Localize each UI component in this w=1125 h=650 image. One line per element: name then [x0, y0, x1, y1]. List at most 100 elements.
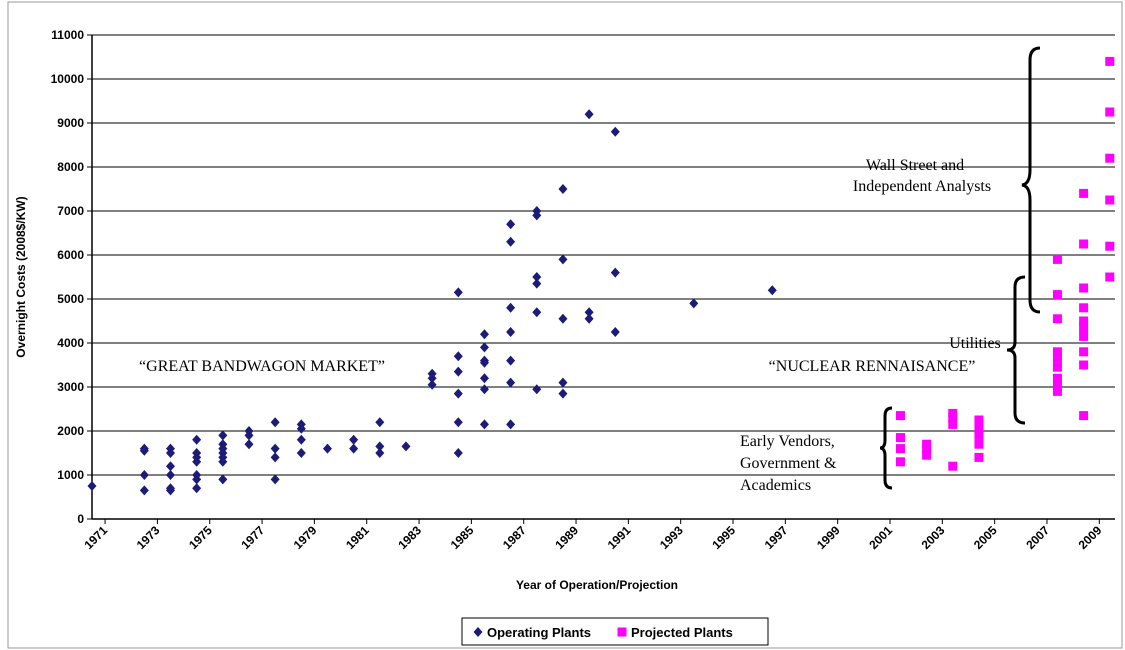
point	[192, 434, 202, 445]
brace	[879, 406, 893, 490]
point	[479, 384, 489, 395]
annotation: Wall Street and	[866, 157, 964, 174]
point	[244, 439, 254, 450]
point	[270, 474, 280, 485]
point	[1105, 241, 1115, 251]
point	[270, 417, 280, 428]
annotation: “NUCLEAR RENNAISANCE”	[769, 358, 976, 375]
point	[895, 444, 905, 454]
point	[922, 450, 932, 460]
point	[689, 298, 699, 309]
point	[87, 481, 97, 491]
point	[165, 470, 175, 480]
point	[296, 434, 306, 445]
point	[1052, 386, 1062, 396]
point	[948, 461, 958, 471]
point	[922, 444, 932, 454]
legend-marker	[473, 627, 483, 637]
point	[558, 254, 568, 265]
y-tick-label: 1000	[57, 468, 84, 482]
x-tick-label: 1985	[448, 523, 477, 552]
annotation: “GREAT BANDWAGON MARKET”	[139, 358, 385, 375]
point	[1105, 195, 1115, 205]
point	[1052, 373, 1062, 383]
point	[192, 456, 202, 467]
y-tick-label: 11000	[51, 28, 84, 42]
point	[453, 448, 463, 458]
point	[506, 236, 516, 247]
legend-label: Projected Plants	[631, 625, 733, 640]
y-tick-label: 2000	[57, 424, 84, 438]
point	[974, 430, 984, 440]
x-tick-label: 1981	[343, 523, 372, 552]
point	[244, 430, 254, 441]
point	[427, 379, 437, 390]
point	[479, 373, 489, 384]
y-tick-label: 0	[77, 512, 84, 526]
point	[1052, 254, 1062, 264]
point	[506, 355, 516, 366]
legend-marker	[617, 627, 627, 637]
y-tick-label: 4000	[57, 336, 84, 350]
point	[895, 433, 905, 443]
point	[401, 441, 411, 452]
point	[218, 456, 228, 467]
point	[974, 439, 984, 449]
point	[139, 470, 149, 480]
annotation: Early Vendors,	[740, 433, 835, 450]
point	[610, 126, 620, 137]
point	[506, 377, 516, 388]
point	[349, 434, 359, 445]
point	[1052, 347, 1062, 357]
point	[584, 307, 594, 318]
annotation: Academics	[740, 477, 811, 494]
point	[479, 357, 489, 368]
point	[558, 313, 568, 324]
annotation: Government &	[740, 455, 837, 472]
x-tick-label: 2005	[971, 523, 1000, 552]
point	[453, 366, 463, 377]
point	[139, 443, 149, 454]
x-tick-label: 1983	[395, 523, 424, 552]
y-tick-label: 9000	[57, 116, 84, 130]
x-tick-label: 1977	[238, 523, 267, 552]
point	[1052, 353, 1062, 363]
y-axis-title: Overnight Costs (2008$/KW)	[14, 196, 28, 357]
point	[375, 417, 385, 428]
point	[1105, 272, 1115, 282]
annotation: Utilities	[949, 335, 1001, 352]
point	[1079, 331, 1089, 341]
x-tick-label: 2009	[1076, 523, 1105, 552]
point	[192, 474, 202, 485]
point	[192, 483, 202, 494]
brace	[1006, 275, 1026, 425]
point	[1079, 411, 1089, 421]
point	[1079, 360, 1089, 370]
x-axis-title: Year of Operation/Projection	[516, 578, 678, 592]
x-tick-label: 1973	[134, 523, 163, 552]
point	[610, 267, 620, 278]
point	[375, 441, 385, 452]
x-tick-label: 1989	[552, 523, 581, 552]
point	[427, 373, 437, 384]
point	[974, 415, 984, 425]
x-tick-label: 2003	[919, 523, 948, 552]
point	[1079, 188, 1089, 198]
point	[375, 448, 385, 458]
x-tick-label: 1975	[186, 523, 215, 552]
point	[506, 327, 516, 337]
point	[139, 485, 149, 496]
point	[532, 210, 542, 221]
point	[218, 474, 228, 485]
y-tick-label: 10000	[51, 72, 85, 86]
point	[584, 313, 594, 324]
point	[948, 413, 958, 423]
x-tick-label: 1979	[291, 523, 320, 552]
y-tick-label: 5000	[57, 292, 84, 306]
point	[532, 278, 542, 289]
point	[349, 443, 359, 454]
point	[610, 327, 620, 337]
point	[1052, 290, 1062, 300]
